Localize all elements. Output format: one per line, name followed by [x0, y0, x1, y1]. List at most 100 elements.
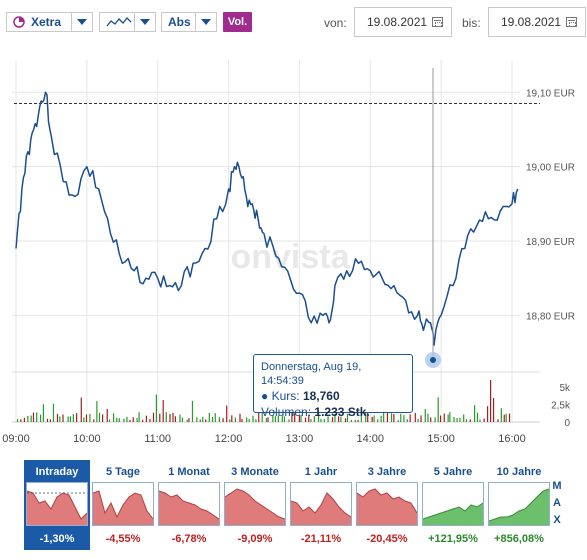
volume-bar — [80, 397, 82, 422]
volume-bar — [317, 412, 320, 422]
volume-bar — [152, 412, 155, 422]
volume-bar — [274, 416, 277, 422]
volume-bar — [39, 414, 42, 422]
volume-bar — [340, 416, 342, 422]
volume-bar — [23, 417, 25, 422]
volume-bar — [313, 416, 315, 422]
sparkline-line — [356, 488, 418, 514]
volume-bar — [503, 414, 505, 422]
chevron-down-icon[interactable] — [71, 13, 92, 31]
volume-bar — [323, 419, 325, 422]
x-tick-label: 10:00 — [73, 433, 101, 445]
chevron-down-icon[interactable] — [195, 13, 216, 31]
bullet-icon: ● — [261, 389, 269, 403]
sparkline-line — [158, 490, 220, 520]
volume-toggle-button[interactable]: Vol. — [223, 12, 252, 32]
range-tab-label: 3 Jahre — [367, 466, 407, 478]
volume-bar — [414, 412, 416, 422]
chevron-down-icon[interactable] — [134, 13, 155, 31]
scale-select[interactable]: Abs — [161, 12, 217, 32]
range-tab[interactable]: 5 Tage -4,55% — [90, 460, 156, 550]
volume-bar — [469, 419, 471, 422]
to-date-field[interactable]: 19.08.2021 — [488, 7, 586, 37]
volume-bar — [52, 403, 55, 422]
exchange-label: Xetra — [31, 15, 62, 29]
volume-bar — [497, 419, 499, 422]
range-tab[interactable]: Intraday -1,30% — [24, 460, 90, 550]
volume-bar — [98, 412, 101, 422]
volume-bar — [453, 416, 455, 422]
watermark: onvista — [230, 238, 350, 276]
volume-bar — [476, 412, 479, 422]
calendar-icon[interactable] — [566, 17, 577, 27]
volume-bar — [365, 412, 367, 422]
volume-bar — [483, 418, 485, 422]
volume-bar — [211, 416, 214, 422]
pie-chart-icon — [13, 16, 25, 28]
volume-bar — [400, 413, 402, 422]
volume-bar — [149, 419, 151, 422]
volume-bar — [463, 414, 465, 422]
volume-bar — [174, 416, 177, 422]
range-tab[interactable]: 3 Monate -9,09% — [222, 460, 288, 550]
range-tab[interactable]: 5 Jahre +121,95% — [420, 460, 486, 550]
range-tab-change: -20,45% — [366, 533, 408, 545]
volume-bar — [59, 416, 61, 422]
volume-bar — [102, 414, 104, 422]
range-tab[interactable]: 3 Jahre -20,45% — [354, 460, 420, 550]
volume-bar — [437, 397, 439, 422]
volume-bar — [479, 419, 481, 422]
volume-bar — [129, 419, 131, 422]
volume-bar — [344, 418, 347, 422]
volume-bar — [417, 418, 419, 422]
volume-bar — [397, 419, 399, 422]
volume-bar — [272, 415, 274, 422]
range-tab-label: 10 Jahre — [496, 466, 542, 478]
tooltip-kurs-value: 18,760 — [302, 389, 340, 403]
volume-bar — [456, 418, 458, 422]
hover-marker — [430, 357, 436, 363]
max-letter-a: A — [553, 497, 561, 509]
range-tab-sparkline — [26, 482, 88, 526]
volume-bar — [108, 419, 111, 422]
volume-bar — [208, 412, 210, 422]
volume-bar — [427, 413, 429, 422]
from-date-field[interactable]: 19.08.2021 — [354, 7, 452, 37]
volume-bar — [283, 416, 286, 422]
volume-bar — [76, 413, 78, 422]
sparkline-line — [290, 492, 352, 518]
volume-bar — [69, 416, 71, 422]
range-tab[interactable]: 1 Jahr -21,11% — [288, 460, 354, 550]
volume-bar — [449, 412, 451, 422]
sparkline-area — [357, 489, 417, 525]
volume-bar — [409, 414, 411, 422]
line-chart-icon — [106, 17, 132, 27]
to-date-value: 19.08.2021 — [501, 15, 562, 29]
range-tab-label: 5 Tage — [105, 466, 141, 478]
x-tick-label: 12:00 — [215, 433, 243, 445]
volume-bar — [118, 418, 120, 422]
range-tab[interactable]: 1 Monat -6,78% — [156, 460, 222, 550]
volume-bar — [492, 398, 495, 422]
volume-bar — [214, 413, 216, 422]
exchange-select[interactable]: Xetra — [6, 12, 93, 32]
max-range-button[interactable]: M A X — [550, 478, 564, 529]
volume-bar — [281, 416, 283, 422]
sparkline-area — [27, 491, 87, 525]
volume-bar — [241, 418, 243, 422]
tooltip-kurs-label: Kurs: — [271, 389, 300, 403]
volume-axis: 5k 2,5k 0 — [551, 383, 571, 429]
volume-bar — [106, 408, 108, 422]
range-tab-sparkline — [92, 482, 154, 526]
max-letter-m: M — [552, 480, 562, 492]
y-tick-label: 19,00 EUR — [526, 163, 575, 174]
tooltip-volumen-value: 1.233 Stk. — [314, 405, 370, 419]
tooltip-date: Donnerstag, Aug 19, 14:54:39 — [261, 361, 362, 387]
calendar-icon[interactable] — [432, 17, 443, 27]
range-tab-sparkline — [224, 482, 286, 526]
sparkline-line — [26, 490, 88, 520]
chart-type-select[interactable] — [99, 12, 156, 32]
range-tab[interactable]: 10 Jahre +856,08% — [486, 460, 552, 550]
x-tick-label: 16:00 — [498, 433, 526, 445]
volume-bar — [145, 415, 148, 422]
